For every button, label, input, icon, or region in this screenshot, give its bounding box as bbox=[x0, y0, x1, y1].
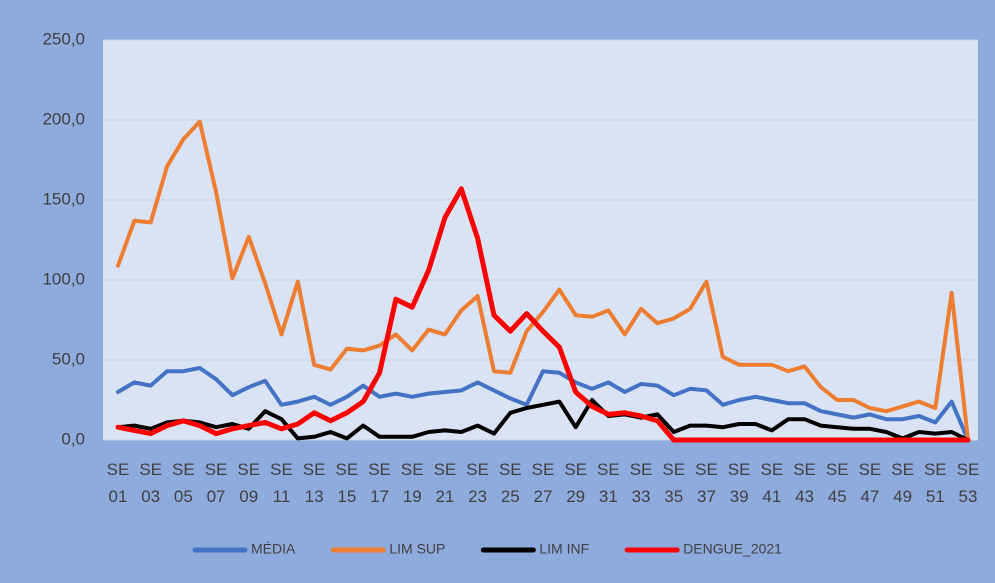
x-tick-label: SE 51 bbox=[923, 460, 947, 506]
y-tick-label: 100,0 bbox=[42, 269, 85, 288]
series-line bbox=[116, 366, 970, 442]
x-tick-label: SE 35 bbox=[662, 460, 686, 506]
y-tick-label: 0,0 bbox=[61, 429, 85, 448]
x-tick-label: SE 19 bbox=[400, 460, 424, 506]
series-line bbox=[116, 398, 970, 442]
x-tick-label: SE 17 bbox=[368, 460, 391, 506]
x-tick-label: SE 41 bbox=[760, 460, 784, 506]
x-tick-label: SE 43 bbox=[793, 460, 816, 506]
x-tick-label: SE 37 bbox=[695, 460, 718, 506]
x-tick-label: SE 09 bbox=[237, 460, 261, 506]
x-tick-label: SE 03 bbox=[139, 460, 163, 506]
legend-label: LIM SUP bbox=[389, 541, 445, 557]
x-tick-label: SE 05 bbox=[172, 460, 195, 506]
legend-label: DENGUE_2021 bbox=[683, 541, 782, 557]
y-tick-label: 150,0 bbox=[42, 189, 85, 208]
x-tick-label: SE 01 bbox=[106, 460, 130, 506]
x-tick-label: SE 53 bbox=[956, 460, 980, 506]
x-tick-label: SE 21 bbox=[433, 460, 457, 506]
series-line bbox=[116, 119, 970, 442]
x-tick-label: SE 11 bbox=[270, 460, 293, 506]
x-tick-label: SE 29 bbox=[564, 460, 588, 506]
x-tick-label: SE 15 bbox=[335, 460, 359, 506]
x-tick-label: SE 07 bbox=[204, 460, 228, 506]
x-tick-label: SE 49 bbox=[891, 460, 914, 506]
x-tick-label: SE 13 bbox=[302, 460, 326, 506]
x-tick-label: SE 27 bbox=[531, 460, 555, 506]
series-line bbox=[115, 186, 971, 443]
y-tick-label: 250,0 bbox=[42, 29, 85, 48]
x-tick-label: SE 31 bbox=[597, 460, 620, 506]
x-tick-label: SE 47 bbox=[858, 460, 882, 506]
legend-label: LIM INF bbox=[539, 541, 589, 557]
x-tick-label: SE 33 bbox=[629, 460, 653, 506]
x-tick-label: SE 39 bbox=[727, 460, 751, 506]
x-tick-label: SE 25 bbox=[498, 460, 522, 506]
x-tick-label: SE 23 bbox=[466, 460, 489, 506]
x-tick-label: SE 45 bbox=[825, 460, 849, 506]
legend-label: MÉDIA bbox=[251, 541, 296, 557]
y-tick-label: 50,0 bbox=[52, 349, 85, 368]
y-tick-label: 200,0 bbox=[42, 109, 85, 128]
